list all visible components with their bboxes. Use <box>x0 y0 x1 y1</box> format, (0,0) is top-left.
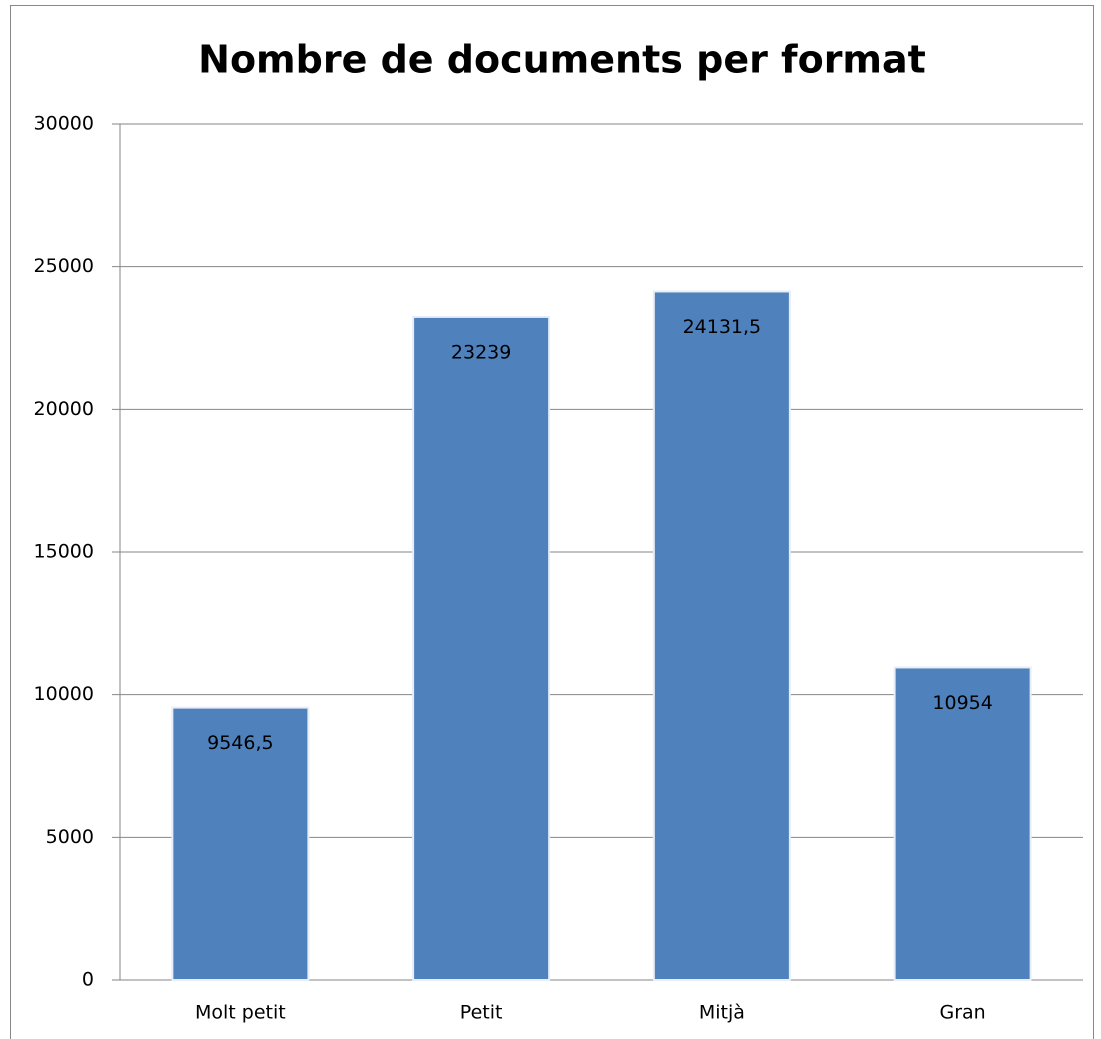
y-tick-label: 30000 <box>34 113 94 135</box>
y-tick-label: 0 <box>82 969 94 991</box>
y-tick-label: 25000 <box>34 255 94 277</box>
chart-title: Nombre de documents per format <box>198 38 926 82</box>
value-label: 9546,5 <box>207 732 273 754</box>
x-tick-label: Mitjà <box>699 1002 745 1024</box>
x-tick-label: Molt petit <box>195 1002 286 1024</box>
y-tick-label: 20000 <box>34 398 94 420</box>
value-label: 23239 <box>451 341 511 363</box>
bar <box>652 290 791 981</box>
bar <box>171 706 310 981</box>
y-tick-label: 15000 <box>34 541 94 563</box>
x-tick-label: Gran <box>940 1002 986 1024</box>
x-tick-label: Petit <box>460 1002 503 1024</box>
bar <box>412 315 551 981</box>
bar <box>893 666 1032 981</box>
value-label: 10954 <box>932 692 992 714</box>
y-tick-label: 10000 <box>34 683 94 705</box>
value-label: 24131,5 <box>683 316 762 338</box>
y-tick-label: 5000 <box>46 826 94 848</box>
